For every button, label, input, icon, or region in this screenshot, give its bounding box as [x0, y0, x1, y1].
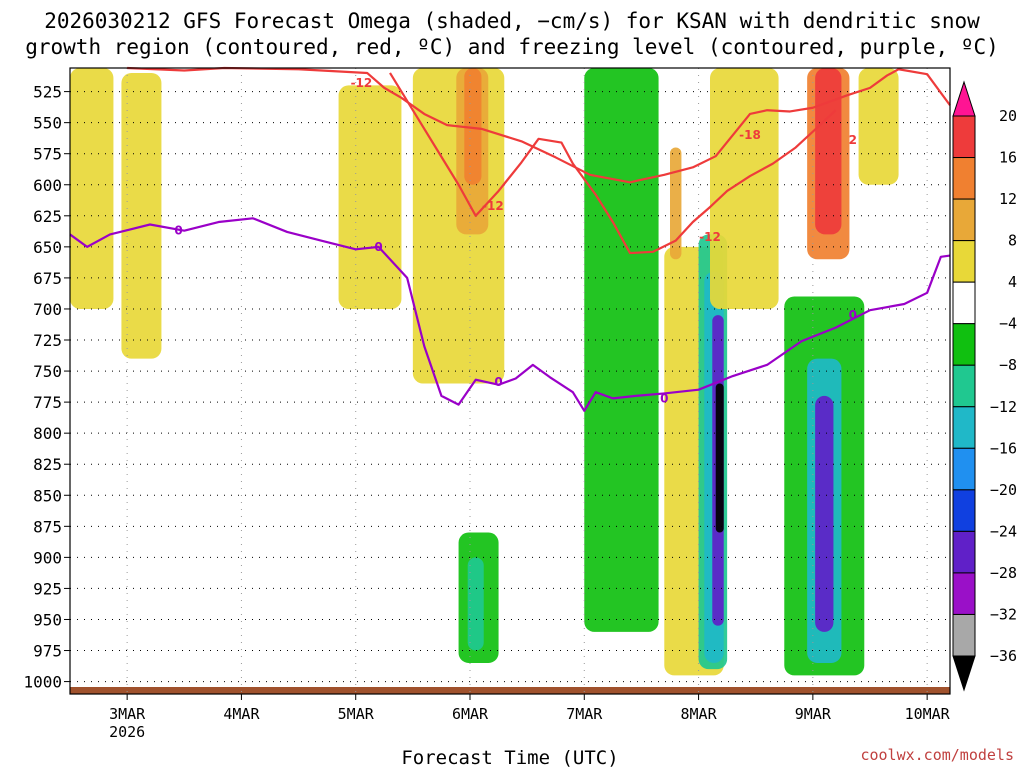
colorbar-level-label: −12: [990, 398, 1017, 416]
colorbar-segment: [952, 530, 976, 574]
omega-region: [464, 68, 482, 185]
colorbar-level-label: −28: [990, 564, 1017, 582]
omega-region: [815, 395, 834, 632]
omega-region: [121, 72, 162, 359]
colorbar-segment: [952, 115, 976, 159]
dgz-contour-label: 2: [849, 133, 857, 147]
x-tick-label: 5MAR: [338, 705, 375, 723]
colorbar-segment: [952, 157, 976, 200]
y-tick-label: 725: [33, 331, 62, 350]
y-tick-label: 550: [33, 114, 62, 133]
plot-frame: [69, 67, 951, 695]
y-tick-label: 675: [33, 269, 62, 288]
dgz-upper-contour: [127, 66, 951, 184]
x-tick-label: 4MAR: [223, 705, 260, 723]
y-tick-label: 625: [33, 207, 62, 226]
chart-title-line-2: growth region (contoured, red, ºC) and f…: [25, 35, 999, 59]
y-tick-label: 925: [33, 579, 62, 598]
y-tick-label: 775: [33, 393, 62, 412]
colorbar-level-label: 8: [1008, 232, 1017, 250]
colorbar-level-label: −24: [990, 522, 1017, 540]
colorbar-level-label: 16: [999, 149, 1017, 167]
y-tick-label: 650: [33, 238, 62, 257]
contour-lines: 0 0 0 0 0 -12 -18 -12 -12 2: [69, 66, 951, 412]
colorbar-level-label: −16: [990, 439, 1017, 457]
freezing-level-contour: [69, 217, 951, 412]
omega-region: [70, 68, 114, 309]
y-tick-label: 900: [33, 548, 62, 567]
freezing-level-label: 0: [374, 240, 382, 254]
colorbar-segment: [952, 489, 976, 532]
colorbar-level-label: −36: [990, 647, 1017, 665]
colorbar-segment: [952, 613, 976, 657]
y-tick-label: 825: [33, 455, 62, 474]
colorbar-bottom-arrow: [952, 655, 976, 692]
y-tick-label: 700: [33, 300, 62, 319]
colorbar-level-label: 4: [1008, 273, 1017, 291]
colorbar-segment: [952, 572, 976, 615]
colorbar-level-label: −32: [990, 605, 1017, 623]
x-tick-label: 8MAR: [681, 705, 718, 723]
x-tick-label: 10MAR: [905, 705, 951, 723]
colorbar-segment: [952, 364, 976, 408]
colorbar-level-label: 20: [999, 107, 1017, 125]
colorbar-segment: [952, 447, 976, 491]
colorbar-level-label: 12: [999, 190, 1017, 208]
omega-shading: [70, 68, 899, 676]
omega-region: [584, 68, 659, 632]
y-tick-label: 975: [33, 642, 62, 661]
dgz-contour-label: -12: [351, 76, 373, 90]
x-tick-label: 7MAR: [566, 705, 603, 723]
x-tick-year-label: 2026: [109, 723, 145, 741]
y-tick-label: 575: [33, 145, 62, 164]
x-tick-label: 9MAR: [795, 705, 832, 723]
omega-region: [670, 147, 682, 260]
dgz-lower-contour: [389, 72, 837, 255]
omega-region: [715, 383, 724, 533]
chart-title-line-1: 2026030212 GFS Forecast Omega (shaded, −…: [44, 9, 980, 33]
omega-region: [338, 85, 402, 309]
y-tick-label: 950: [33, 610, 62, 629]
y-tick-label: 875: [33, 517, 62, 536]
freezing-level-label: 0: [660, 391, 668, 405]
dgz-contour-label: -12: [482, 199, 504, 213]
colorbar-top-arrow: [952, 80, 976, 117]
colorbar-segment: [952, 323, 976, 366]
y-tick-label: 850: [33, 486, 62, 505]
y-tick-label: 1000: [23, 673, 62, 692]
omega-region: [858, 68, 899, 185]
dgz-contour-label: -18: [739, 128, 761, 142]
omega-region: [815, 68, 842, 235]
colorbar-segment: [952, 240, 976, 283]
x-axis-label: Forecast Time (UTC): [401, 747, 618, 768]
colorbar-level-label: −4: [999, 315, 1017, 333]
omega-region: [467, 557, 484, 651]
y-axis-ticks: 525 550 575 600 625 650 675 700 725 750 775 800 825 8…: [23, 83, 70, 692]
x-tick-label: 6MAR: [452, 705, 489, 723]
terrain-strip: [70, 687, 950, 694]
y-tick-label: 600: [33, 176, 62, 195]
colorbar-level-label: −20: [990, 481, 1017, 499]
y-tick-label: 750: [33, 362, 62, 381]
plot-area: 0 0 0 0 0 -12 -18 -12 -12 2: [69, 66, 951, 695]
x-tick-label: 3MAR: [109, 705, 146, 723]
credit-text: coolwx.com/models: [860, 746, 1014, 764]
y-tick-label: 525: [33, 83, 62, 102]
y-tick-label: 800: [33, 424, 62, 443]
colorbar-segment: [952, 198, 976, 242]
freezing-level-label: 0: [174, 224, 182, 238]
colorbar: 20 16 12 8 4 −4 −8 −12 −16 −20 −24 −28 −32 −36: [952, 80, 1017, 692]
colorbar-level-label: −8: [999, 356, 1017, 374]
omega-region: [710, 68, 779, 309]
colorbar-segment: [952, 406, 976, 449]
freezing-level-label: 0: [494, 375, 502, 389]
colorbar-segment: [952, 281, 976, 325]
dgz-contour-label: -12: [699, 230, 721, 244]
freezing-level-label: 0: [849, 308, 857, 322]
